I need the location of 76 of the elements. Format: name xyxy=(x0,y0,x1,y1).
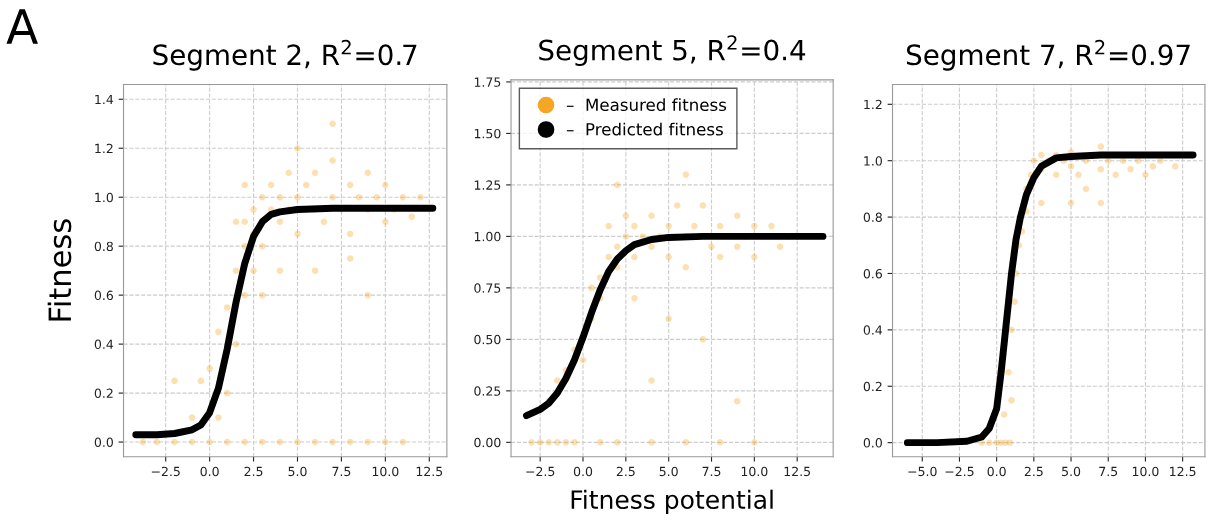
x-tick-label: 2.5 xyxy=(1024,466,1043,477)
y-tick-label: 0.8 xyxy=(863,212,882,223)
x-tick-label: 12.5 xyxy=(1170,466,1196,477)
x-axis-title: Fitness potential xyxy=(571,489,773,514)
y-tick-label: 0.6 xyxy=(863,268,882,279)
point xyxy=(1097,143,1105,150)
x-tick-label: 5.0 xyxy=(288,466,307,477)
point xyxy=(1097,199,1105,207)
y-tick-label: 0.50 xyxy=(474,334,501,345)
point xyxy=(1030,157,1038,164)
y-tick-label: 0.4 xyxy=(863,325,883,335)
point xyxy=(1067,163,1075,170)
text: A xyxy=(6,9,38,44)
x-tick-label: −5.0 xyxy=(908,466,937,477)
y-axis-title: Fitness xyxy=(47,219,72,321)
y-tick-label: 0.75 xyxy=(474,283,501,293)
x-tick-label: 10.0 xyxy=(372,466,399,477)
y-tick-label: 1.0 xyxy=(864,156,882,166)
x-tick-label: 10.0 xyxy=(741,466,768,477)
point xyxy=(1005,368,1012,376)
point xyxy=(1075,171,1082,179)
y-tick-label: 1.4 xyxy=(95,94,114,104)
point xyxy=(1000,411,1008,418)
x-tick-label: 0.0 xyxy=(573,466,593,477)
x-tick-label: 5.0 xyxy=(1062,466,1081,477)
x-tick-label: 5.0 xyxy=(659,466,678,477)
y-tick-label: 0.6 xyxy=(94,290,114,301)
x-tick-label: −2.5 xyxy=(945,466,974,477)
point xyxy=(1067,199,1075,207)
legend-label: – Measured fitness xyxy=(566,98,727,112)
y-tick-label: 1.0 xyxy=(95,192,113,203)
y-tick-label: 1.25 xyxy=(474,180,501,190)
y-tick-label: 1.00 xyxy=(474,231,501,242)
y-tick-label: 1.50 xyxy=(474,128,501,139)
y-tick-label: 1.2 xyxy=(95,143,113,153)
point xyxy=(1142,171,1149,179)
point xyxy=(1038,151,1045,159)
y-tick-label: 0.4 xyxy=(94,339,114,350)
x-tick-label: 7.5 xyxy=(1099,466,1118,477)
point xyxy=(985,439,993,446)
point xyxy=(1038,199,1045,207)
point xyxy=(1052,171,1060,179)
point xyxy=(1112,171,1119,179)
y-tick-label: 0.25 xyxy=(474,386,501,396)
x-tick-label: 10.0 xyxy=(1132,466,1159,477)
y-tick-label: 0.2 xyxy=(863,381,882,392)
point xyxy=(1008,326,1015,334)
x-tick-label: −2.5 xyxy=(526,466,555,477)
y-tick-label: 0.0 xyxy=(94,437,113,447)
x-tick-label: 2.5 xyxy=(616,466,635,477)
point xyxy=(1011,298,1018,305)
x-tick-label: 0.0 xyxy=(200,466,219,477)
point xyxy=(1127,165,1134,173)
point xyxy=(1171,163,1179,170)
chart-title: Segment 7, R$^{2}$=0.97 xyxy=(906,39,1190,71)
x-tick-label: −2.5 xyxy=(151,466,180,477)
legend-label: – Predicted fitness xyxy=(566,122,723,136)
x-tick-label: 12.5 xyxy=(784,466,811,477)
y-tick-label: 1.75 xyxy=(474,77,501,87)
point xyxy=(1006,439,1014,446)
x-tick-label: 2.5 xyxy=(244,466,263,477)
point xyxy=(1082,185,1090,193)
x-tick-label: 7.5 xyxy=(332,466,351,477)
y-tick-label: 0.00 xyxy=(474,437,501,448)
y-tick-label: 1.2 xyxy=(864,99,882,110)
x-tick-label: 7.5 xyxy=(702,466,721,477)
x-tick-label: 0.0 xyxy=(987,466,1006,477)
y-tick-label: 0.2 xyxy=(94,388,113,399)
point xyxy=(1008,397,1015,404)
y-tick-label: 0.8 xyxy=(94,241,113,252)
x-tick-label: 12.5 xyxy=(416,466,443,477)
point xyxy=(1149,163,1157,170)
chart-title: Segment 2, R$^{2}$=0.7 xyxy=(153,39,417,71)
y-tick-label: 0.0 xyxy=(863,438,882,448)
chart-title: Segment 5, R$^{2}$=0.4 xyxy=(539,35,806,66)
point xyxy=(1097,165,1105,173)
